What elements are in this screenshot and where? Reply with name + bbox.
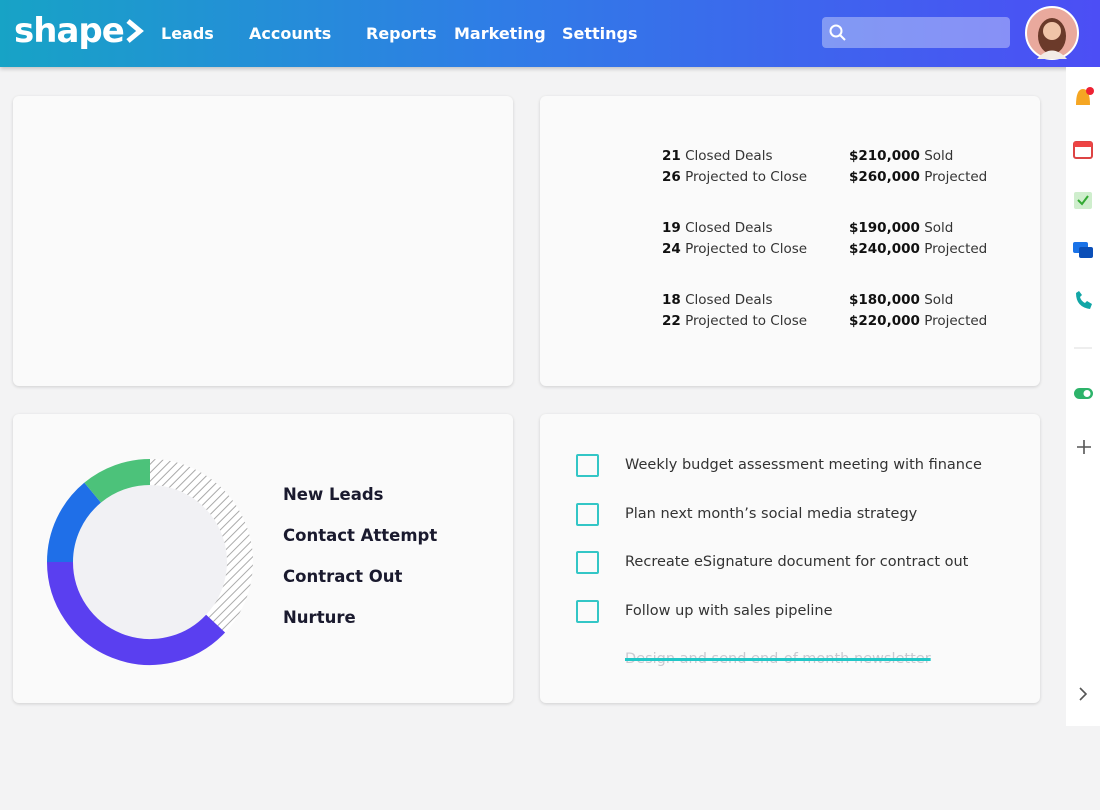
stat-label: Projected to Close [685, 241, 808, 257]
sidebar-icons [1073, 87, 1094, 701]
donut-segment [149, 459, 253, 633]
stat-label: Projected to Close [685, 313, 808, 329]
donut-chart [47, 459, 253, 665]
task-text: Recreate eSignature document for contrac… [625, 554, 969, 570]
legend-label: Nurture [283, 608, 356, 627]
stat-value: 22 [662, 313, 681, 329]
stat-value: 24 [662, 241, 681, 257]
stat-value: $180,000 [849, 292, 920, 308]
stat-label: Closed Deals [685, 148, 773, 164]
stat-label: Projected [924, 241, 988, 257]
nav-label: Accounts [249, 24, 332, 43]
empty-card [13, 96, 513, 386]
sales-stat: 22 Projected to Close [662, 313, 807, 329]
nav-item[interactable]: Accounts [249, 24, 335, 43]
task-text: Design and send end-of-month newsletter [625, 651, 931, 667]
task-text: Weekly budget assessment meeting with fi… [625, 457, 982, 473]
logo-chevron [126, 19, 144, 43]
stat-value: 18 [662, 292, 681, 308]
sales-stat: $190,000 Sold [849, 220, 953, 236]
sales-stat: $220,000 Projected [849, 313, 987, 329]
task-checkbox[interactable] [576, 454, 599, 477]
sales-stat: 26 Projected to Close [662, 169, 807, 185]
stat-value: 21 [662, 148, 681, 164]
stat-label: Sold [924, 220, 954, 236]
sales-stat: $180,000 Sold [849, 292, 953, 308]
stat-label: Sold [924, 292, 954, 308]
task-checkbox[interactable] [576, 551, 599, 574]
sidebar [1066, 67, 1100, 726]
donut-center [73, 485, 227, 639]
nav-label: Marketing [454, 24, 546, 43]
user-avatar[interactable] [1025, 6, 1079, 60]
stat-label: Sold [924, 148, 954, 164]
sales-stat: $260,000 Projected [849, 169, 987, 185]
stat-label: Closed Deals [685, 292, 773, 308]
sales-stat: $240,000 Projected [849, 241, 987, 257]
donut-segment [47, 561, 226, 665]
header: shape Leads Accounts Reports Marketing Setti… [0, 0, 1100, 67]
check-icon[interactable] [1074, 192, 1092, 209]
search-icon [829, 24, 846, 41]
stat-value: $210,000 [849, 148, 920, 164]
stat-label: Projected [924, 169, 988, 185]
stat-value: 19 [662, 220, 681, 236]
tasks-card [540, 414, 1040, 703]
stat-label: Projected to Close [685, 169, 808, 185]
legend-label: New Leads [283, 485, 384, 504]
sales-card [540, 96, 1040, 386]
bell-icon[interactable] [1076, 89, 1090, 105]
legend-label: Contract Out [283, 567, 403, 586]
stat-value: $260,000 [849, 169, 920, 185]
logo[interactable]: shape [14, 11, 144, 51]
add-icon[interactable] [1077, 440, 1091, 454]
legend-label: Contact Attempt [283, 526, 438, 545]
nav-item[interactable]: Settings [562, 24, 638, 43]
nav-label: Reports [366, 24, 437, 43]
nav-label: Leads [161, 24, 214, 43]
task-checkbox[interactable] [576, 599, 599, 623]
stat-label: Closed Deals [685, 220, 773, 236]
stat-label: Projected [924, 313, 988, 329]
phone-icon[interactable] [1076, 291, 1092, 309]
donut-segment [84, 459, 151, 503]
nav-item[interactable]: Leads [161, 24, 218, 43]
task-text: Follow up with sales pipeline [625, 602, 833, 619]
search-box[interactable] [822, 17, 1010, 48]
stat-value: $220,000 [849, 313, 920, 329]
sales-stat: 19 Closed Deals [662, 220, 773, 236]
sales-stat: 21 Closed Deals [662, 148, 773, 164]
stat-value: $190,000 [849, 220, 920, 236]
logo-text: shape [14, 11, 125, 51]
nav-item[interactable]: Marketing [454, 24, 546, 43]
donut-segment [47, 482, 102, 563]
sales-stat: 24 Projected to Close [662, 241, 807, 257]
sales-stat: $210,000 Sold [849, 148, 953, 164]
task-checkbox[interactable] [576, 502, 599, 526]
sales-stat: 18 Closed Deals [662, 292, 773, 308]
nav-item[interactable]: Reports [366, 24, 437, 43]
expand-icon[interactable] [1079, 687, 1088, 701]
stat-value: 26 [662, 169, 681, 185]
task-text: Plan next month’s social media strategy [625, 505, 918, 522]
stat-value: $240,000 [849, 241, 920, 257]
nav-label: Settings [562, 24, 638, 43]
